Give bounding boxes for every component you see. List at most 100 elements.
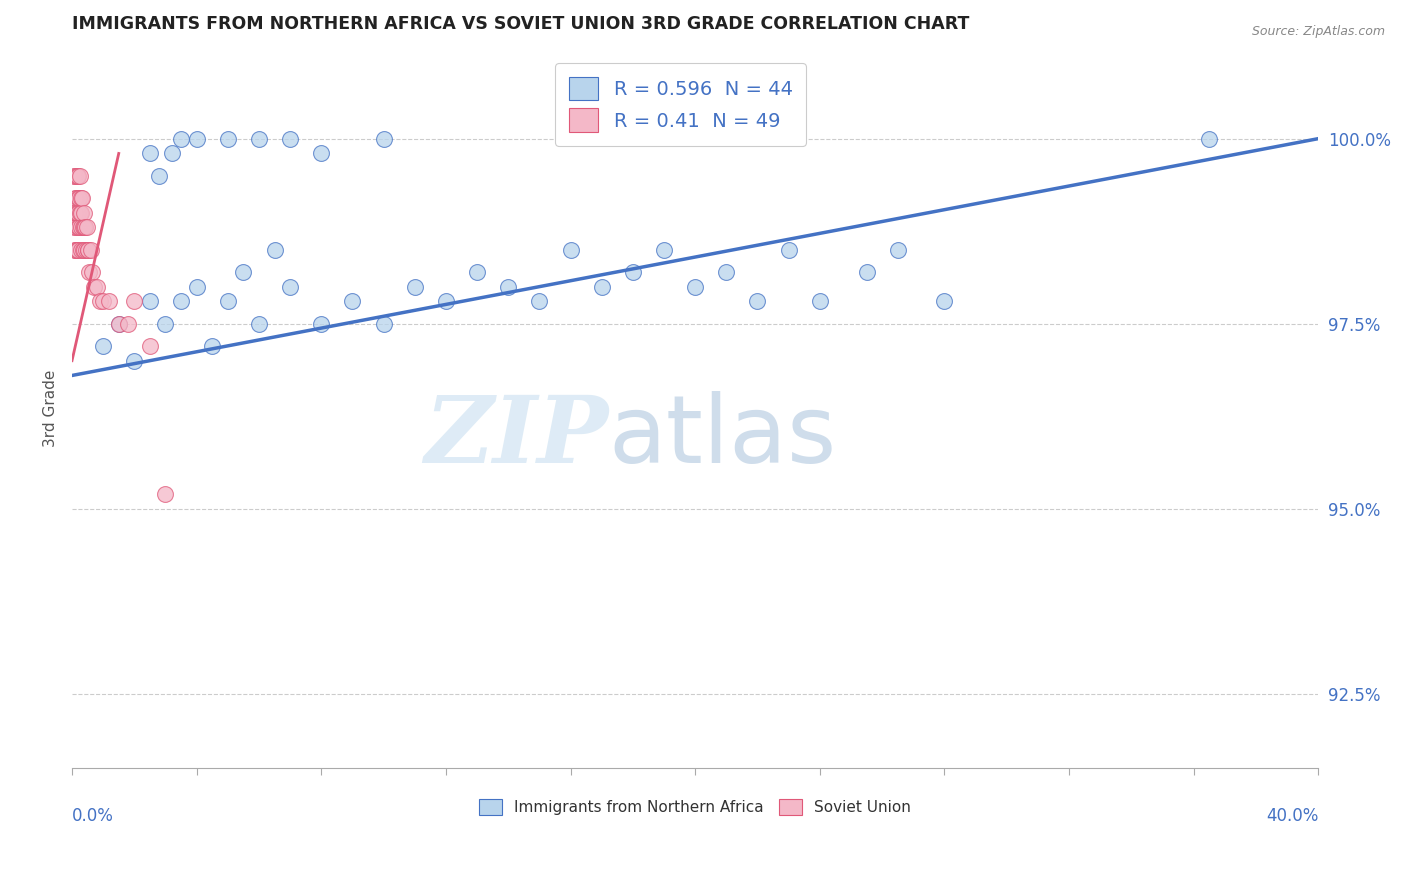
Text: ZIP: ZIP — [423, 392, 607, 483]
Point — [934, 294, 956, 309]
Point — [278, 131, 301, 145]
Point — [65, 191, 87, 205]
Point — [70, 243, 93, 257]
Point — [170, 131, 193, 145]
Point — [560, 243, 582, 257]
Point — [107, 317, 129, 331]
Point — [66, 243, 89, 257]
Point — [263, 243, 285, 257]
Point — [72, 220, 94, 235]
Point — [66, 169, 89, 183]
Point — [67, 191, 90, 205]
Point — [139, 294, 162, 309]
Text: IMMIGRANTS FROM NORTHERN AFRICA VS SOVIET UNION 3RD GRADE CORRELATION CHART: IMMIGRANTS FROM NORTHERN AFRICA VS SOVIE… — [72, 15, 969, 33]
Point — [83, 279, 105, 293]
Point — [91, 294, 114, 309]
Point — [73, 205, 96, 219]
Point — [75, 243, 97, 257]
Point — [75, 220, 97, 235]
Point — [67, 169, 90, 183]
Point — [683, 279, 706, 293]
Point — [70, 191, 93, 205]
Point — [621, 265, 644, 279]
Point — [716, 265, 738, 279]
Point — [404, 279, 426, 293]
Point — [309, 146, 332, 161]
Point — [201, 339, 224, 353]
Point — [465, 265, 488, 279]
Point — [232, 265, 254, 279]
Point — [63, 243, 86, 257]
Text: atlas: atlas — [607, 392, 837, 483]
Point — [148, 169, 170, 183]
Point — [434, 294, 457, 309]
Point — [155, 317, 177, 331]
Point — [529, 294, 551, 309]
Point — [124, 294, 146, 309]
Point — [77, 265, 100, 279]
Point — [107, 317, 129, 331]
Point — [63, 191, 86, 205]
Point — [309, 317, 332, 331]
Text: 40.0%: 40.0% — [1265, 807, 1319, 825]
Point — [342, 294, 364, 309]
Point — [373, 317, 395, 331]
Point — [76, 243, 98, 257]
Text: 0.0%: 0.0% — [72, 807, 114, 825]
Text: Source: ZipAtlas.com: Source: ZipAtlas.com — [1251, 25, 1385, 38]
Point — [66, 220, 89, 235]
Point — [63, 169, 86, 183]
Point — [80, 243, 103, 257]
Point — [808, 294, 831, 309]
Point — [247, 317, 270, 331]
Point — [67, 205, 90, 219]
Point — [160, 146, 183, 161]
Point — [63, 243, 86, 257]
Point — [1198, 131, 1220, 145]
Point — [72, 243, 94, 257]
Point — [117, 317, 139, 331]
Point — [139, 146, 162, 161]
Point — [855, 265, 877, 279]
Point — [652, 243, 675, 257]
Legend: Immigrants from Northern Africa, Soviet Union: Immigrants from Northern Africa, Soviet … — [472, 793, 917, 821]
Point — [62, 169, 84, 183]
Point — [65, 220, 87, 235]
Point — [98, 294, 121, 309]
Point — [91, 339, 114, 353]
Point — [69, 220, 91, 235]
Point — [217, 294, 239, 309]
Point — [778, 243, 800, 257]
Point — [139, 339, 162, 353]
Point — [67, 243, 90, 257]
Point — [76, 220, 98, 235]
Point — [247, 131, 270, 145]
Point — [82, 265, 104, 279]
Point — [170, 294, 193, 309]
Point — [886, 243, 908, 257]
Point — [496, 279, 519, 293]
Point — [63, 205, 86, 219]
Point — [186, 279, 208, 293]
Point — [77, 243, 100, 257]
Point — [62, 220, 84, 235]
Point — [73, 220, 96, 235]
Point — [70, 205, 93, 219]
Point — [373, 131, 395, 145]
Point — [66, 205, 89, 219]
Y-axis label: 3rd Grade: 3rd Grade — [44, 370, 58, 448]
Point — [69, 191, 91, 205]
Point — [67, 220, 90, 235]
Point — [69, 205, 91, 219]
Point — [69, 169, 91, 183]
Point — [747, 294, 769, 309]
Point — [278, 279, 301, 293]
Point — [86, 279, 108, 293]
Point — [124, 353, 146, 368]
Point — [89, 294, 111, 309]
Point — [217, 131, 239, 145]
Point — [591, 279, 613, 293]
Point — [66, 191, 89, 205]
Point — [73, 243, 96, 257]
Point — [186, 131, 208, 145]
